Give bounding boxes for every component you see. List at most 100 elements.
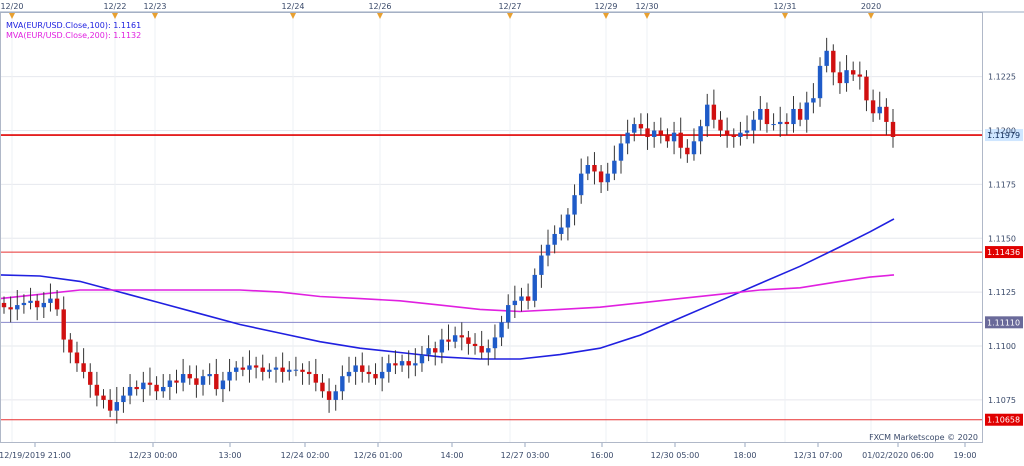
candle-body bbox=[804, 102, 809, 120]
level-badge-label: 1.10658 bbox=[987, 416, 1020, 425]
candle-body bbox=[519, 296, 524, 301]
y-tick-label: 1.1125 bbox=[988, 288, 1016, 297]
candle-body bbox=[267, 369, 272, 372]
candle-body bbox=[831, 50, 836, 73]
candle-body bbox=[433, 348, 438, 353]
date-marker-icon bbox=[868, 13, 874, 19]
candle-body bbox=[406, 361, 411, 366]
candle-body bbox=[877, 106, 882, 114]
candle-body bbox=[54, 298, 60, 310]
candle-body bbox=[326, 391, 332, 400]
candle-body bbox=[651, 130, 657, 137]
candle-body bbox=[452, 335, 458, 342]
candle-body bbox=[340, 376, 345, 392]
top-date-label: 2020 bbox=[861, 2, 881, 11]
x-tick-label: 19:00 bbox=[953, 451, 976, 460]
candle-body bbox=[578, 173, 584, 196]
candle-body bbox=[94, 384, 100, 396]
candle-body bbox=[333, 391, 338, 400]
candle-body bbox=[419, 354, 425, 364]
candle-body bbox=[74, 352, 80, 364]
candle-body bbox=[870, 100, 876, 114]
candle-body bbox=[890, 121, 896, 137]
candle-body bbox=[864, 76, 869, 101]
candle-body bbox=[41, 302, 47, 308]
candle-body bbox=[678, 132, 683, 148]
candle-body bbox=[287, 369, 292, 372]
candle-body bbox=[28, 300, 33, 303]
x-tick-label: 13:00 bbox=[218, 451, 241, 460]
candle-body bbox=[88, 371, 93, 385]
candle-body bbox=[141, 382, 146, 390]
candle-body bbox=[850, 70, 856, 75]
top-date-label: 12/31 bbox=[773, 2, 796, 11]
watermark: FXCM Marketscope © 2020 bbox=[869, 433, 978, 442]
candle-body bbox=[512, 300, 518, 306]
candle-body bbox=[758, 108, 763, 120]
candle-body bbox=[479, 346, 484, 353]
top-date-label: 12/20 bbox=[0, 2, 23, 11]
candle-body bbox=[486, 348, 491, 353]
candle-body bbox=[114, 402, 119, 411]
mva-100-line bbox=[0, 218, 895, 360]
candle-body bbox=[399, 361, 405, 366]
x-tick-label: 14:00 bbox=[440, 451, 463, 460]
top-date-label: 12/24 bbox=[281, 2, 304, 11]
candle-body bbox=[320, 382, 325, 392]
y-tick-label: 1.1175 bbox=[988, 180, 1016, 189]
candle-body bbox=[552, 233, 557, 245]
candle-body bbox=[771, 124, 776, 126]
candle-body bbox=[711, 104, 717, 120]
candle-body bbox=[592, 165, 597, 172]
candle-body bbox=[685, 147, 690, 155]
top-date-label: 12/26 bbox=[368, 2, 391, 11]
legend: MVA(EUR/USD.Close,100): 1.1161 MVA(EUR/U… bbox=[6, 21, 141, 40]
candle-body bbox=[884, 106, 889, 122]
candle-body bbox=[731, 134, 736, 137]
candle-body bbox=[645, 128, 650, 137]
candle-body bbox=[214, 374, 219, 390]
candle-body bbox=[107, 399, 113, 411]
candle-body bbox=[21, 302, 27, 306]
candle-body bbox=[724, 130, 730, 135]
candle-body bbox=[638, 124, 644, 129]
date-marker-icon bbox=[507, 13, 513, 19]
level-badge bbox=[985, 129, 1023, 142]
candle-body bbox=[134, 386, 139, 390]
candle-body bbox=[1, 302, 7, 308]
candle-body bbox=[426, 348, 431, 355]
candle-body bbox=[844, 70, 849, 84]
candle-body bbox=[466, 337, 471, 344]
candle-body bbox=[180, 374, 186, 383]
candle-body bbox=[778, 121, 783, 125]
candle-body bbox=[605, 173, 610, 183]
candle-body bbox=[253, 365, 259, 368]
level-badge-label: 1.11110 bbox=[987, 318, 1020, 327]
candle-body bbox=[744, 130, 750, 133]
candle-body bbox=[227, 371, 232, 381]
candle-body bbox=[346, 371, 352, 377]
x-tick-label: 12/31 07:00 bbox=[794, 451, 843, 460]
x-tick-label: 01/02/2020 06:00 bbox=[862, 451, 934, 460]
candle-body bbox=[34, 300, 40, 308]
candle-body bbox=[386, 363, 391, 372]
mva-200-line bbox=[0, 274, 895, 313]
candle-body bbox=[817, 65, 823, 99]
x-tick-label: 12/23 00:00 bbox=[129, 451, 178, 460]
candle-body bbox=[612, 160, 617, 174]
candle-body bbox=[506, 305, 511, 323]
date-marker-icon bbox=[9, 13, 15, 19]
candle-body bbox=[625, 132, 630, 144]
candle-body bbox=[68, 339, 73, 353]
candle-body bbox=[194, 378, 199, 385]
level-badge bbox=[985, 316, 1023, 329]
candle-body bbox=[121, 395, 126, 403]
candle-body bbox=[565, 214, 571, 228]
candle-body bbox=[857, 74, 863, 77]
candle-body bbox=[797, 108, 803, 120]
grid-lines bbox=[0, 12, 983, 443]
candle-body bbox=[618, 143, 624, 161]
candle-body bbox=[154, 384, 159, 392]
